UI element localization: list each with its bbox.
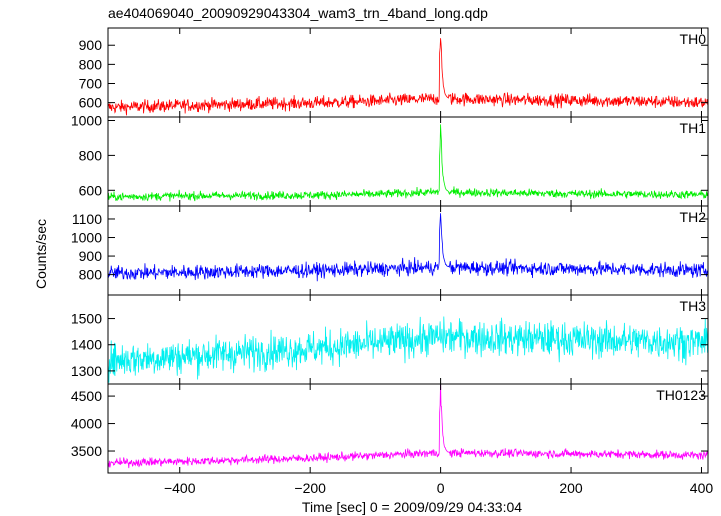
chart-title: ae404069040_20090929043304_wam3_trn_4ban…: [108, 5, 488, 21]
series-line-th1: [108, 124, 708, 202]
panel-label-th0: TH0: [680, 31, 707, 47]
y-axis-title: Counts/sec: [33, 219, 49, 289]
y-tick-label: 1400: [71, 337, 102, 353]
series-line-th2: [108, 213, 708, 282]
y-tick-label: 1000: [71, 230, 102, 246]
panel-th2: 800 900 1000 1100 TH2: [71, 205, 709, 296]
y-tick-label: 800: [79, 267, 103, 283]
x-tick-label: −400: [164, 480, 196, 496]
series-line-th0123: [108, 384, 708, 469]
panel-th3: 1300 1400 1500 TH3: [71, 294, 709, 385]
x-axis-title: Time [sec] 0 = 2009/09/29 04:33:04: [302, 499, 522, 515]
y-tick-label: 800: [79, 56, 103, 72]
panel-frame: [107, 383, 709, 474]
panel-th0: 600 700 800 900 TH0: [79, 27, 709, 118]
x-tick-label: 0: [437, 480, 445, 496]
panel-frame: [107, 205, 709, 296]
y-tick-label: 700: [79, 76, 103, 92]
y-tick-label: 1500: [71, 311, 102, 327]
x-tick-label: 200: [559, 480, 583, 496]
y-tick-label: 1000: [71, 112, 102, 128]
x-tick-label: 400: [690, 480, 714, 496]
x-tick-label: −200: [294, 480, 326, 496]
y-tick-label: 600: [79, 182, 103, 198]
panel-label-th2: TH2: [680, 209, 707, 225]
panel-label-th0123: TH0123: [656, 387, 706, 403]
y-tick-label: 900: [79, 37, 103, 53]
y-tick-label: 1300: [71, 363, 102, 379]
panel-label-th3: TH3: [680, 298, 707, 314]
panels: 600 700 800 900 TH0 600 800 1000 TH1 800 900 1000 11…: [71, 27, 709, 474]
y-tick-label: 900: [79, 248, 103, 264]
x-axis: −400 −200 0 200 400: [164, 480, 713, 496]
series-line-th0: [108, 38, 708, 116]
y-tick-label: 800: [79, 147, 103, 163]
y-tick-label: 4500: [71, 388, 102, 404]
y-tick-label: 600: [79, 95, 103, 111]
series-line-th3: [108, 316, 708, 383]
y-tick-label: 3500: [71, 443, 102, 459]
y-tick-label: 4000: [71, 416, 102, 432]
panel-th0123: 3500 4000 4500 TH0123: [71, 383, 709, 474]
y-tick-label: 1100: [72, 211, 102, 227]
panel-th1: 600 800 1000 TH1: [71, 112, 709, 207]
panel-label-th1: TH1: [680, 120, 707, 136]
